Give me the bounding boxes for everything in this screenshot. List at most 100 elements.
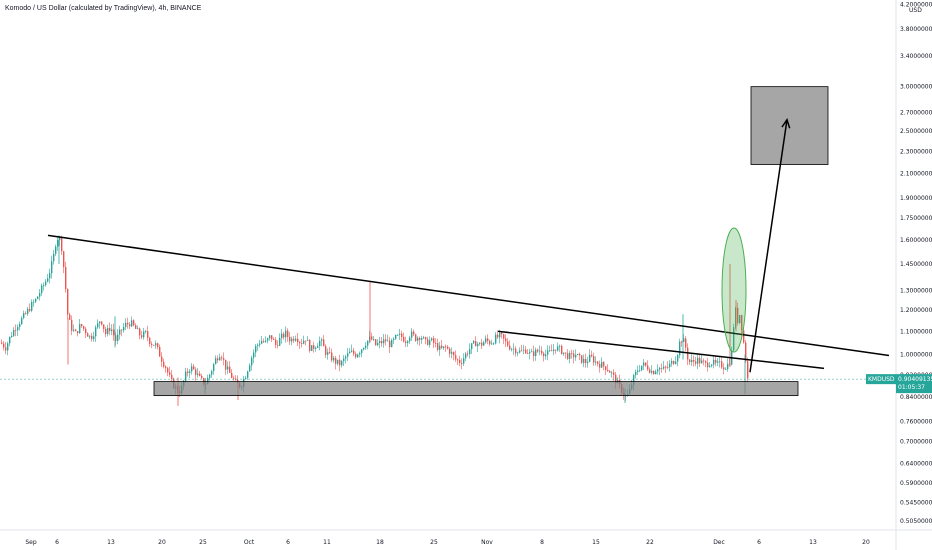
candle-body <box>671 361 673 364</box>
candle-body <box>221 357 223 359</box>
candle-body <box>313 345 315 349</box>
candle-body <box>391 340 393 348</box>
candle-body <box>189 371 191 373</box>
candle-body <box>473 341 475 344</box>
candle-body <box>433 338 435 344</box>
candle-body <box>37 296 39 300</box>
candle-body <box>697 357 699 364</box>
price-tag-countdown: 01:05:37 <box>898 384 925 391</box>
candle-body <box>45 281 47 286</box>
candle-body <box>707 362 709 368</box>
candle-body <box>709 365 711 368</box>
candle-body <box>397 334 399 336</box>
x-tick-label: 18 <box>376 539 384 546</box>
candle-body <box>199 373 201 376</box>
candle-body <box>77 331 79 334</box>
candle-body <box>499 332 501 338</box>
candle-body <box>73 329 75 331</box>
candle-body <box>591 354 593 357</box>
candle-body <box>487 338 489 341</box>
candle-body <box>677 355 679 362</box>
candle-body <box>509 345 511 350</box>
x-tick-label: Dec <box>713 539 725 546</box>
candle-body <box>607 369 609 372</box>
x-tick-label: 6 <box>286 539 290 546</box>
candle-body <box>699 357 701 364</box>
x-tick-label: 20 <box>158 539 166 546</box>
y-tick-label: 2.10000000 <box>900 171 932 178</box>
candle-body <box>301 343 303 344</box>
candle-body <box>615 374 617 384</box>
candle-body <box>543 353 545 357</box>
candle-body <box>157 343 159 347</box>
candle-body <box>209 374 211 378</box>
candle-body <box>375 339 377 346</box>
candle-body <box>531 351 533 353</box>
candle-body <box>739 315 741 324</box>
candle-body <box>469 349 471 355</box>
candle-body <box>655 371 657 375</box>
candle-body <box>279 337 281 346</box>
candle-body <box>103 324 105 329</box>
candle-body <box>87 333 89 337</box>
candle-body <box>9 336 11 344</box>
candle-body <box>295 338 297 341</box>
candle-body <box>647 365 649 370</box>
candle-body <box>333 357 335 361</box>
candle-body <box>351 350 353 352</box>
candle-body <box>377 343 379 346</box>
candle-body <box>667 366 669 368</box>
candle-body <box>633 375 635 385</box>
candle-body <box>441 345 443 348</box>
x-tick-label: 6 <box>55 539 59 546</box>
candle-body <box>745 342 747 362</box>
candle-body <box>645 362 647 366</box>
candle-body <box>589 354 591 362</box>
candle-body <box>255 346 257 353</box>
candle-body <box>467 353 469 355</box>
candle-body <box>643 362 645 366</box>
candle-body <box>307 340 309 341</box>
candle-body <box>249 365 251 372</box>
candle-body <box>133 320 135 326</box>
candle-body <box>593 356 595 363</box>
candle-body <box>119 329 121 335</box>
candle-body <box>603 362 605 367</box>
candle-body <box>533 351 535 357</box>
candle-body <box>137 328 139 330</box>
candle-body <box>587 361 589 364</box>
candle-body <box>521 350 523 352</box>
candle-body <box>361 349 363 354</box>
candle-body <box>659 367 661 370</box>
candle-body <box>289 336 291 342</box>
candle-body <box>321 339 323 341</box>
candle-body <box>121 329 123 331</box>
x-tick-label: 25 <box>430 539 438 546</box>
candle-body <box>585 359 587 364</box>
candle-body <box>127 322 129 325</box>
candle-body <box>43 285 45 286</box>
candle-body <box>383 339 385 344</box>
candle-body <box>353 350 355 354</box>
candle-body <box>233 377 235 379</box>
y-tick-label: 1.45000000 <box>900 261 932 268</box>
candle-body <box>193 366 195 370</box>
candle-body <box>423 337 425 339</box>
candle-body <box>261 341 263 344</box>
candle-body <box>649 369 651 373</box>
candle-body <box>511 348 513 350</box>
candle-body <box>559 345 561 347</box>
candle-body <box>449 348 451 354</box>
x-tick-label: 13 <box>107 539 115 546</box>
candle-body <box>311 345 313 351</box>
candle-body <box>171 374 173 379</box>
currency-label: USD <box>909 7 922 14</box>
candle-body <box>57 240 59 247</box>
candle-body <box>19 324 21 328</box>
candle-body <box>517 352 519 354</box>
candle-body <box>135 325 137 329</box>
candle-body <box>579 353 581 356</box>
y-tick-label: 1.90000000 <box>900 195 932 202</box>
